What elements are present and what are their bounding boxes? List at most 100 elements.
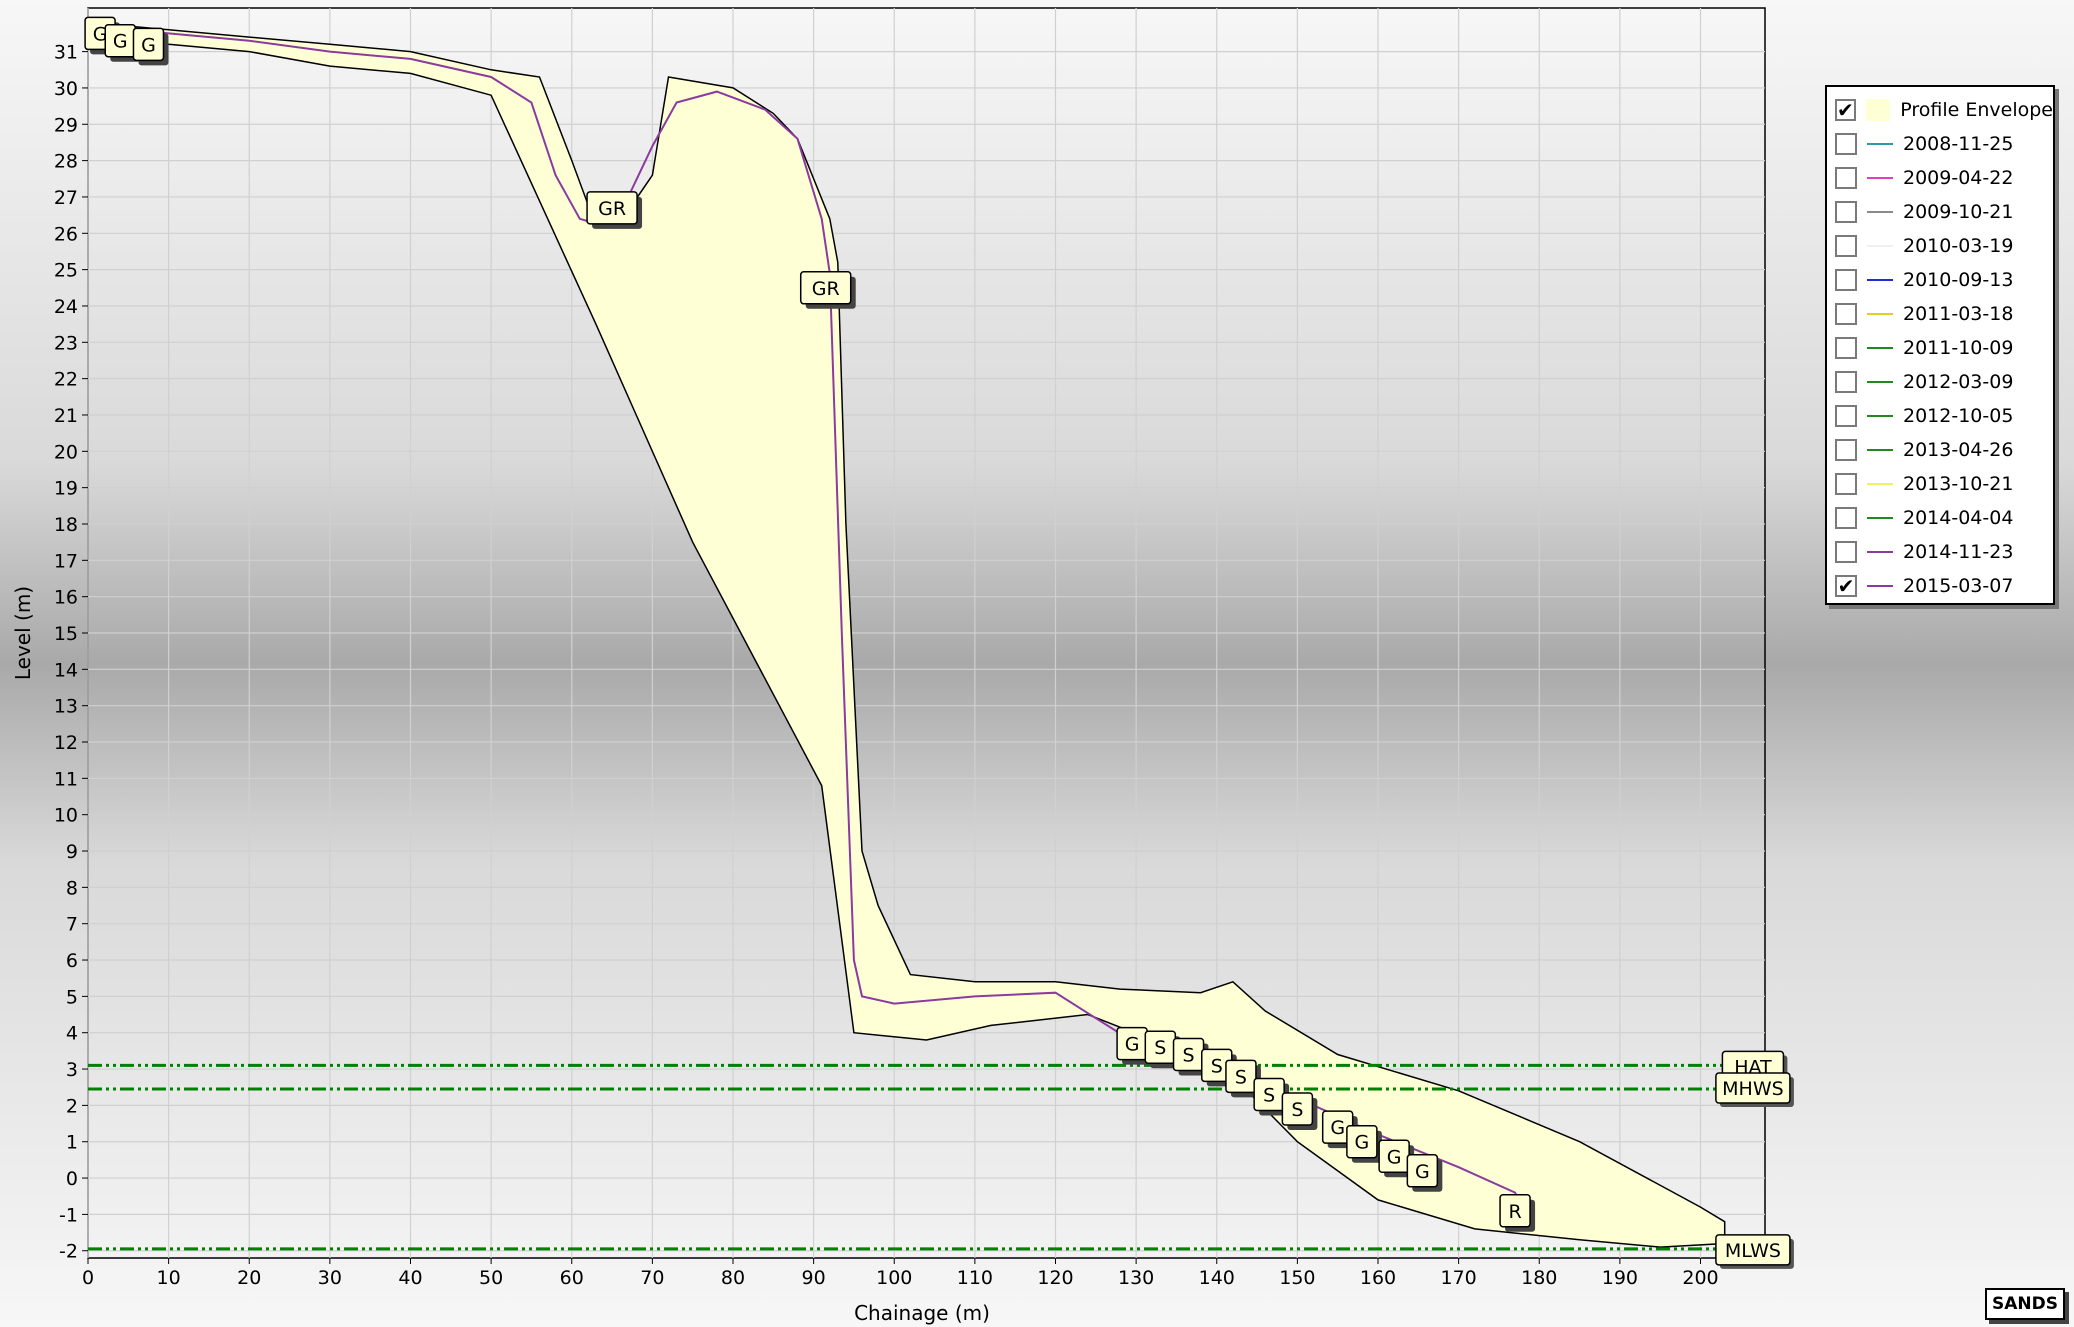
y-tick-label: 12 <box>54 732 78 754</box>
legend-checkbox[interactable] <box>1835 303 1857 325</box>
legend-item[interactable]: 2009-10-21 <box>1827 195 2053 229</box>
legend-swatch <box>1867 245 1893 247</box>
y-tick-label: 24 <box>54 296 78 318</box>
legend-item[interactable]: ✔ Profile Envelope <box>1827 93 2053 127</box>
legend-item[interactable]: 2010-03-19 <box>1827 229 2053 263</box>
y-tick-label: 15 <box>54 623 78 645</box>
svg-text:S: S <box>1183 1045 1195 1067</box>
x-tick-label: 0 <box>82 1267 94 1289</box>
legend-checkbox[interactable] <box>1835 167 1857 189</box>
legend-swatch <box>1867 449 1893 451</box>
legend-label: 2012-03-09 <box>1903 371 2014 393</box>
point-label: G <box>132 27 169 66</box>
legend-item[interactable]: 2012-03-09 <box>1827 365 2053 399</box>
legend-item[interactable]: 2009-04-22 <box>1827 161 2053 195</box>
y-tick-label: 16 <box>54 587 78 609</box>
legend-checkbox[interactable] <box>1835 405 1857 427</box>
legend-label: 2009-10-21 <box>1903 201 2014 223</box>
legend-checkbox[interactable]: ✔ <box>1835 575 1857 597</box>
legend-label: 2015-03-07 <box>1903 575 2014 597</box>
legend-swatch <box>1867 551 1893 553</box>
y-tick-label: 19 <box>54 478 78 500</box>
legend-label: 2013-10-21 <box>1903 473 2014 495</box>
legend-label: 2008-11-25 <box>1903 133 2014 155</box>
legend-item[interactable]: 2012-10-05 <box>1827 399 2053 433</box>
legend-checkbox[interactable] <box>1835 371 1857 393</box>
legend-label: 2009-04-22 <box>1903 167 2014 189</box>
svg-text:G: G <box>1415 1161 1430 1183</box>
legend-checkbox[interactable]: ✔ <box>1835 99 1856 121</box>
y-tick-label: 13 <box>54 696 78 718</box>
y-tick-label: 25 <box>54 260 78 282</box>
svg-text:GR: GR <box>812 278 840 300</box>
legend-swatch <box>1865 99 1891 121</box>
legend-swatch <box>1867 585 1893 587</box>
y-tick-label: 17 <box>54 550 78 572</box>
y-tick-label: 27 <box>54 187 78 209</box>
legend-checkbox[interactable] <box>1835 473 1857 495</box>
legend-item[interactable]: 2011-03-18 <box>1827 297 2053 331</box>
y-tick-label: 14 <box>54 659 78 681</box>
legend-checkbox[interactable] <box>1835 507 1857 529</box>
y-tick-label: 7 <box>66 914 78 936</box>
legend-label: 2011-03-18 <box>1903 303 2014 325</box>
point-label: G <box>1321 1110 1358 1149</box>
legend-item[interactable]: ✔ 2015-03-07 <box>1827 569 2053 603</box>
y-tick-label: -2 <box>59 1241 78 1263</box>
legend-item[interactable]: 2008-11-25 <box>1827 127 2053 161</box>
legend-label: 2014-11-23 <box>1903 541 2014 563</box>
svg-text:G: G <box>1330 1117 1345 1139</box>
legend-item[interactable]: 2013-04-26 <box>1827 433 2053 467</box>
legend-label: 2014-04-04 <box>1903 507 2014 529</box>
legend-swatch <box>1867 347 1893 349</box>
legend-swatch <box>1867 143 1893 145</box>
x-axis-title: Chainage (m) <box>854 1301 990 1325</box>
point-label: G <box>1346 1124 1382 1163</box>
legend-swatch <box>1867 415 1893 417</box>
envelope-polygon <box>87 21 1726 1248</box>
y-tick-label: 8 <box>66 877 78 899</box>
y-tick-label: 10 <box>54 805 78 827</box>
y-tick-label: -1 <box>59 1204 78 1226</box>
svg-text:G: G <box>1125 1034 1140 1056</box>
legend-swatch <box>1867 517 1893 519</box>
legend-item[interactable]: 2014-11-23 <box>1827 535 2053 569</box>
x-tick-label: 180 <box>1521 1267 1557 1289</box>
legend-checkbox[interactable] <box>1835 269 1857 291</box>
legend-checkbox[interactable] <box>1835 201 1857 223</box>
legend-item[interactable]: 2013-10-21 <box>1827 467 2053 501</box>
y-tick-label: 6 <box>66 950 78 972</box>
profile-envelope-area <box>87 21 1726 1248</box>
reference-label-mlws: MLWS <box>1715 1234 1794 1269</box>
legend-swatch <box>1867 483 1893 485</box>
x-tick-label: 20 <box>237 1267 261 1289</box>
svg-text:S: S <box>1263 1084 1275 1106</box>
point-label: S <box>1281 1092 1318 1131</box>
y-tick-label: 26 <box>54 223 78 245</box>
legend-item[interactable]: 2014-04-04 <box>1827 501 2053 535</box>
legend-checkbox[interactable] <box>1835 439 1857 461</box>
y-tick-label: 20 <box>54 441 78 463</box>
x-tick-label: 160 <box>1360 1267 1396 1289</box>
legend-item[interactable]: 2010-09-13 <box>1827 263 2053 297</box>
legend-checkbox[interactable] <box>1835 541 1857 563</box>
y-axis-title: Level (m) <box>11 586 35 680</box>
legend-label: 2010-03-19 <box>1903 235 2014 257</box>
axis-ticks: 0 10 20 30 40 50 60 70 80 90 100 110 120 130 140 150 160… <box>54 42 1719 1289</box>
y-tick-label: 23 <box>54 332 78 354</box>
sands-logo: SANDS <box>1985 1288 2065 1320</box>
legend-swatch <box>1867 211 1893 213</box>
legend-label: 2012-10-05 <box>1903 405 2014 427</box>
legend-checkbox[interactable] <box>1835 337 1857 359</box>
legend-checkbox[interactable] <box>1835 133 1857 155</box>
legend-label: 2013-04-26 <box>1903 439 2014 461</box>
legend-swatch <box>1867 381 1893 383</box>
svg-text:GR: GR <box>598 198 626 220</box>
y-tick-label: 11 <box>54 768 78 790</box>
legend-checkbox[interactable] <box>1835 235 1857 257</box>
legend-item[interactable]: 2011-10-09 <box>1827 331 2053 365</box>
x-tick-label: 50 <box>479 1267 503 1289</box>
point-label: GR <box>799 271 856 309</box>
legend-swatch <box>1867 313 1893 315</box>
